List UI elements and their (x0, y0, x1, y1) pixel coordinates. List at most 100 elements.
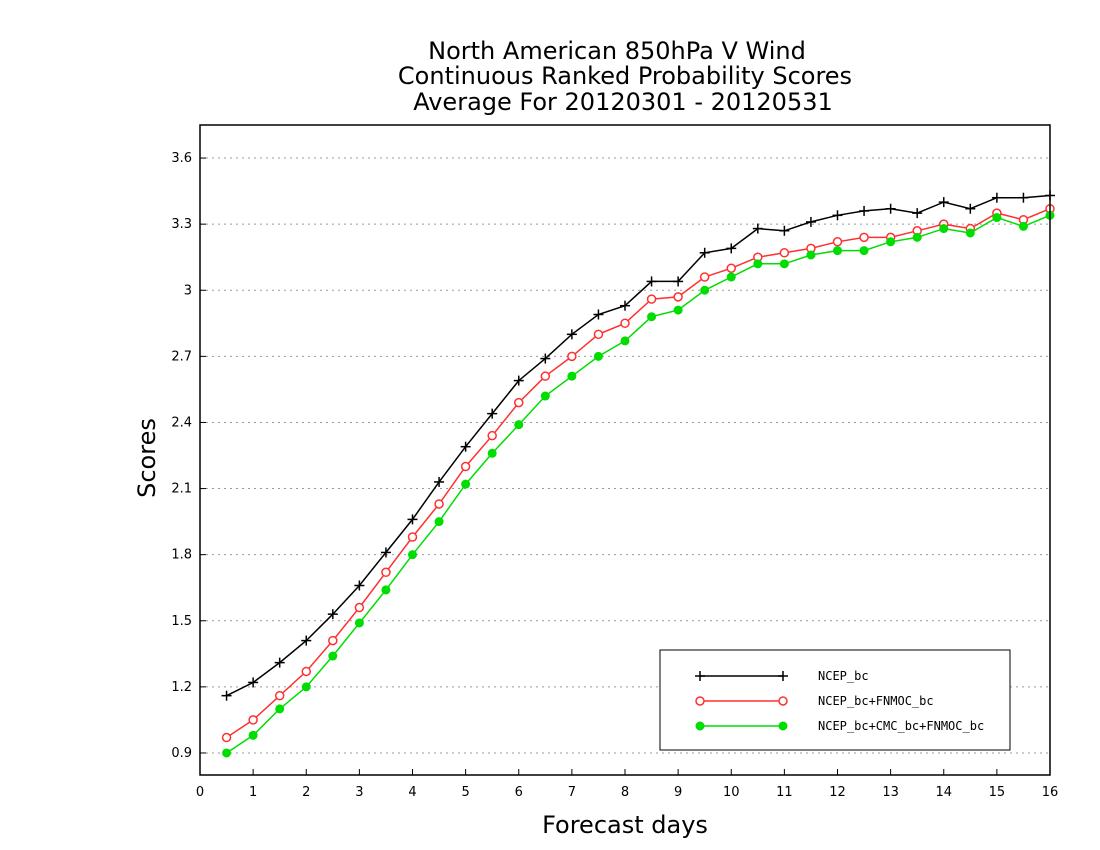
legend-marker (778, 671, 788, 681)
series-2-point (221, 732, 232, 743)
series-3-point (859, 246, 869, 256)
series-1-point (274, 657, 285, 668)
legend-marker (695, 696, 705, 706)
series-2-point (514, 397, 524, 408)
series-3-point (514, 420, 524, 430)
series-2-point (726, 263, 736, 273)
series-3-point (886, 237, 896, 247)
legend-entry-3: NCEP_bc+CMC_bc+FNMOC_bc (695, 719, 984, 733)
series-1-point (752, 223, 763, 234)
series-1-point (859, 205, 870, 216)
series-2-point (248, 715, 258, 725)
series-1-point (912, 208, 923, 219)
series-2-point (540, 371, 551, 381)
x-tick-label: 9 (674, 785, 682, 800)
legend-box (659, 649, 1011, 751)
x-tick-label: 2 (302, 785, 310, 800)
series-1-point (487, 408, 498, 419)
series-3-point (354, 618, 364, 628)
series-3-point (540, 391, 550, 401)
series-3-point (647, 312, 657, 322)
y-tick-label: 2.4 (171, 415, 192, 430)
y-tick-label: 1.8 (171, 548, 192, 563)
series-1-line (226, 194, 1051, 697)
x-tick-label: 8 (621, 785, 629, 800)
series-1-point (805, 216, 816, 227)
series-1-point (1018, 192, 1029, 203)
chart-title: North American 850hPa V Wind Continuous … (398, 37, 852, 116)
series-1-point (991, 192, 1002, 203)
series-2-point (779, 248, 790, 258)
series-2-point (673, 292, 683, 302)
series-3-point (328, 651, 338, 661)
series-1-point (513, 375, 524, 386)
series-2-point (381, 567, 391, 578)
x-tick-label: 7 (568, 785, 576, 800)
series-3-point (700, 285, 710, 295)
chart-title-line-3: Average For 20120301 - 20120531 (413, 88, 833, 116)
x-tick-label: 12 (829, 785, 846, 800)
x-tick-label: 3 (355, 785, 363, 800)
series-2-point (460, 461, 471, 472)
series-3-point (487, 448, 497, 458)
series-3-point (620, 336, 630, 346)
series-3-point (912, 232, 922, 242)
series-1-point (593, 309, 604, 320)
y-tick-label: 1.5 (171, 614, 192, 629)
y-tick-label: 3.3 (171, 217, 192, 232)
series-2-point (274, 690, 285, 701)
series-3-point (965, 228, 975, 238)
series-3-point (222, 748, 232, 758)
x-tick-label: 14 (935, 785, 952, 800)
series-2-point (699, 272, 710, 282)
x-tick-label: 5 (461, 785, 469, 800)
legend-marker (695, 671, 705, 681)
series-2-point (487, 430, 497, 441)
chart-title-line-1: North American 850hPa V Wind (428, 37, 806, 65)
series-1-point (460, 441, 471, 452)
legend-label: NCEP_bc (818, 669, 869, 683)
axes: 0.91.21.51.82.12.42.733.33.60 1 2 3 4 5 6 7 8 9 10… (171, 151, 1058, 800)
series-3-point (381, 585, 391, 595)
legend-marker (778, 696, 788, 706)
series-2-point (328, 635, 338, 646)
series-1-point (407, 514, 418, 525)
series-2-point (593, 329, 604, 340)
x-tick-label: 15 (989, 785, 1006, 800)
series-1-point (885, 203, 896, 214)
series-2-point (434, 499, 444, 509)
x-tick-label: 10 (723, 785, 740, 800)
series-1-point (327, 609, 338, 620)
series-3-point (434, 517, 444, 527)
series-layer (221, 190, 1055, 758)
series-1-point (699, 247, 710, 258)
series-1-point (354, 580, 365, 591)
series-1-point (938, 197, 949, 208)
chart-title-line-2: Continuous Ranked Probability Scores (398, 62, 852, 90)
series-2-point (407, 532, 418, 542)
series-1-point (248, 677, 259, 688)
legend-marker (695, 721, 705, 731)
series-3-point (673, 305, 683, 315)
series-1-point (646, 276, 657, 287)
series-2-point (832, 237, 843, 247)
y-tick-label: 2.1 (171, 482, 192, 497)
x-tick-label: 11 (776, 785, 793, 800)
series-2-point (620, 318, 630, 329)
series-1-point (301, 635, 312, 646)
series-3-point (301, 682, 311, 692)
legend-entry-1: NCEP_bc (695, 669, 869, 683)
series-3-point (992, 213, 1002, 223)
series-3-point (726, 272, 736, 282)
legend-label: NCEP_bc+CMC_bc+FNMOC_bc (818, 719, 984, 733)
legend: NCEP_bc NCEP_bc+FNMOC_bc NCEP_bc+CMC_bc+FN… (659, 649, 1011, 751)
y-tick-label: 0.9 (171, 746, 192, 761)
series-3-point (593, 351, 603, 361)
series-1-point (832, 210, 843, 221)
series-3-point (833, 246, 842, 256)
y-tick-label: 3.6 (171, 151, 192, 166)
series-3-point (753, 259, 763, 269)
series-1-point (965, 203, 976, 214)
series-1-point (726, 243, 737, 254)
x-tick-label: 13 (882, 785, 899, 800)
